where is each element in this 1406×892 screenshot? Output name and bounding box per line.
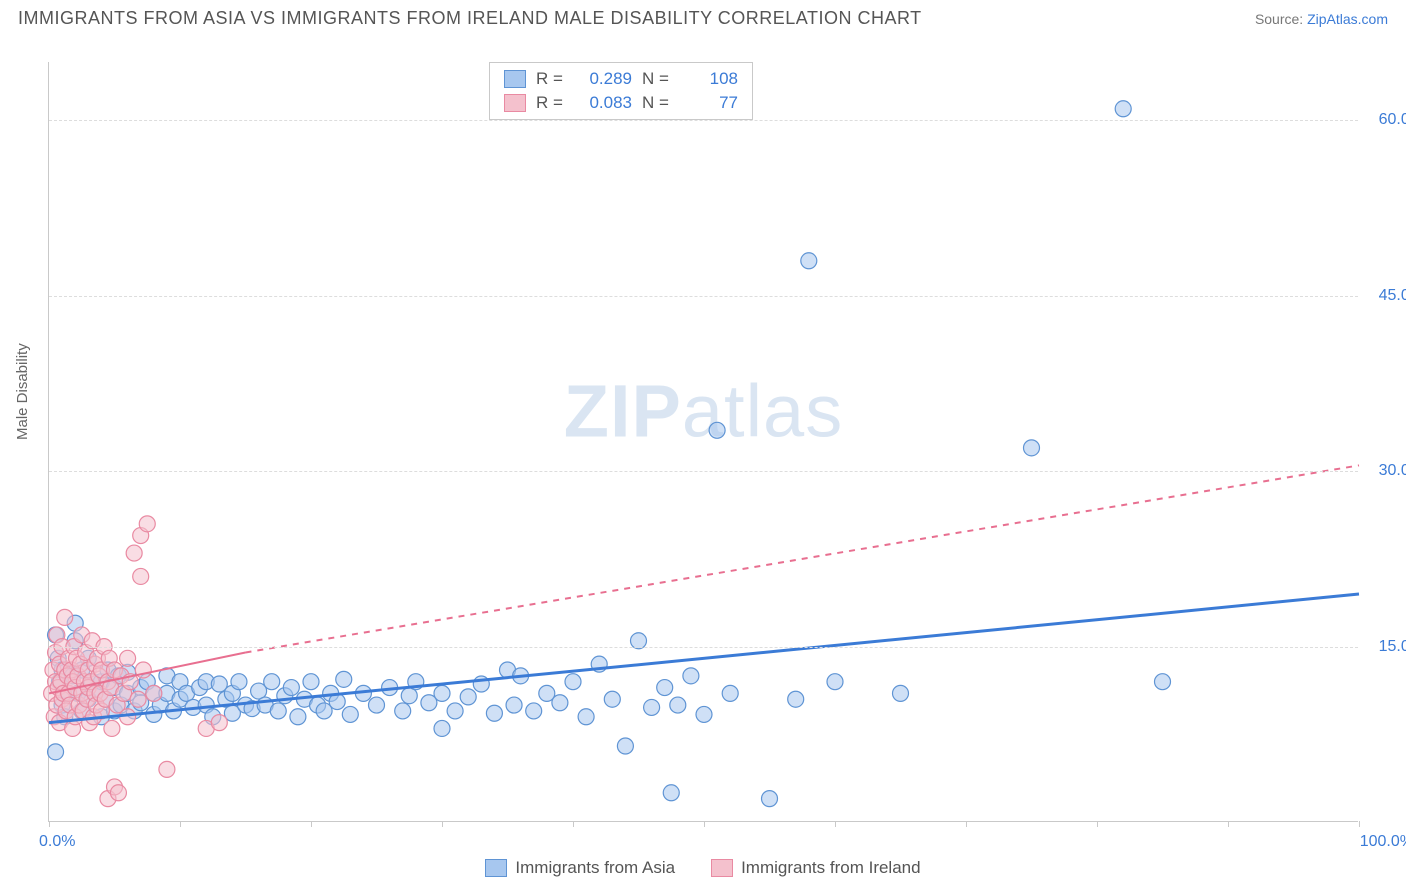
x-tick-mark xyxy=(442,821,443,827)
x-tick-mark xyxy=(49,821,50,827)
legend-series: Immigrants from Asia Immigrants from Ire… xyxy=(48,858,1358,878)
gridline xyxy=(49,471,1358,472)
x-tick-mark xyxy=(1228,821,1229,827)
gridline xyxy=(49,647,1358,648)
x-axis-min-label: 0.0% xyxy=(39,833,75,851)
x-tick-mark xyxy=(1359,821,1360,827)
chart-title: IMMIGRANTS FROM ASIA VS IMMIGRANTS FROM … xyxy=(18,8,922,29)
y-axis-label: Male Disability xyxy=(14,343,31,440)
legend-stats-row-ireland: R =0.083 N =77 xyxy=(504,91,738,115)
swatch-ireland-icon xyxy=(711,859,733,877)
source-link[interactable]: ZipAtlas.com xyxy=(1307,11,1388,27)
swatch-asia-icon xyxy=(485,859,507,877)
legend-stats-row-asia: R =0.289 N =108 xyxy=(504,67,738,91)
x-axis-max-label: 100.0% xyxy=(1360,833,1406,851)
legend-stats-box: R =0.289 N =108 R =0.083 N =77 xyxy=(489,62,753,120)
x-tick-mark xyxy=(966,821,967,827)
y-tick-label: 60.0% xyxy=(1379,111,1406,129)
legend-item-asia: Immigrants from Asia xyxy=(485,858,675,878)
swatch-ireland xyxy=(504,94,526,112)
x-tick-mark xyxy=(1097,821,1098,827)
legend-item-ireland: Immigrants from Ireland xyxy=(711,858,921,878)
y-tick-label: 45.0% xyxy=(1379,287,1406,305)
gridline xyxy=(49,120,1358,121)
y-tick-label: 30.0% xyxy=(1379,462,1406,480)
scatter-plot-svg xyxy=(49,62,1358,821)
source-attribution: Source: ZipAtlas.com xyxy=(1255,11,1388,27)
gridline xyxy=(49,296,1358,297)
chart-plot-area: ZIPatlas R =0.289 N =108 R =0.083 N =77 … xyxy=(48,62,1358,822)
x-tick-mark xyxy=(180,821,181,827)
y-tick-label: 15.0% xyxy=(1379,638,1406,656)
x-tick-mark xyxy=(573,821,574,827)
swatch-asia xyxy=(504,70,526,88)
x-tick-mark xyxy=(311,821,312,827)
x-tick-mark xyxy=(835,821,836,827)
x-tick-mark xyxy=(704,821,705,827)
